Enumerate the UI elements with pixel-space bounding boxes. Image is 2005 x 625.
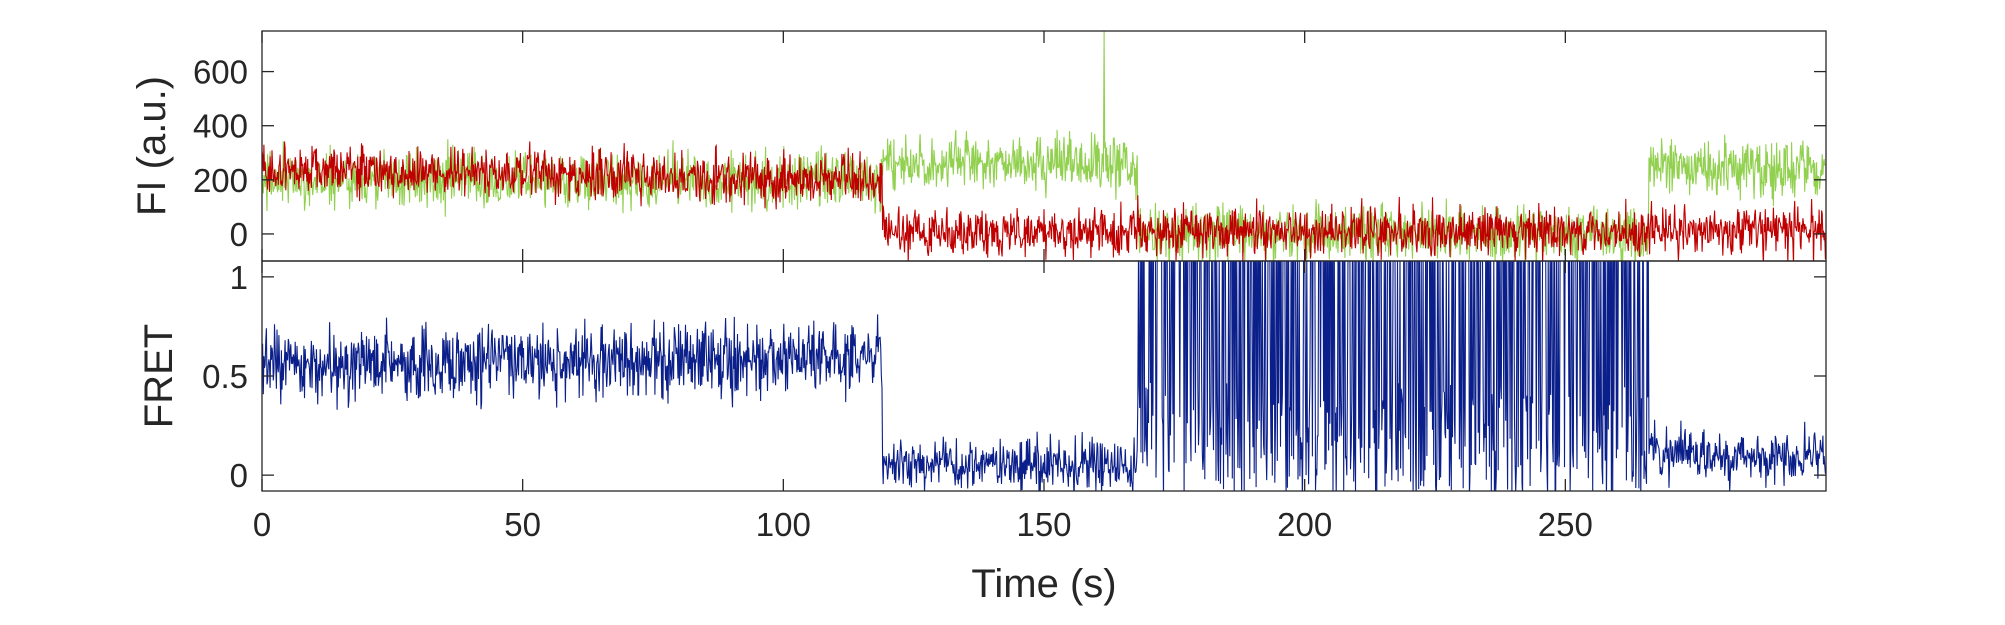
bottom-series-0-line xyxy=(262,261,1826,491)
bottom-x-ticks: 0 50 100 150 200 250 xyxy=(253,261,1593,543)
x-tick-label: 250 xyxy=(1538,506,1593,543)
x-tick-label: 200 xyxy=(1277,506,1332,543)
top-y-ticks: 0 200 400 600 xyxy=(193,54,1826,253)
bottom-y-ticks: 00.51 xyxy=(202,259,1826,494)
top-y-tick-label: 200 xyxy=(193,162,248,199)
top-y-tick-label: 400 xyxy=(193,108,248,145)
top-panel: 0 200 400 600 FI (a.u.) xyxy=(130,30,1827,262)
bottom-y-tick-label: 1 xyxy=(230,259,248,296)
bottom-y-tick-label: 0 xyxy=(230,457,248,494)
x-axis-label: Time (s) xyxy=(971,562,1116,606)
bottom-panel: 00.51 0 50 100 150 200 250 FRET Time (s) xyxy=(137,259,1827,606)
x-tick-label: 150 xyxy=(1016,506,1071,543)
bottom-y-axis-label: FRET xyxy=(137,324,181,428)
x-tick-label: 50 xyxy=(504,506,541,543)
top-traces xyxy=(262,31,1826,261)
bottom-y-tick-label: 0.5 xyxy=(202,358,248,395)
top-y-tick-label: 600 xyxy=(193,54,248,91)
top-y-axis-label: FI (a.u.) xyxy=(130,76,174,216)
x-tick-label: 0 xyxy=(253,506,271,543)
bottom-traces xyxy=(262,261,1826,491)
top-y-tick-label: 0 xyxy=(230,216,248,253)
top-series-1-line xyxy=(262,141,1826,261)
x-tick-label: 100 xyxy=(756,506,811,543)
top-x-ticks xyxy=(261,31,1566,261)
